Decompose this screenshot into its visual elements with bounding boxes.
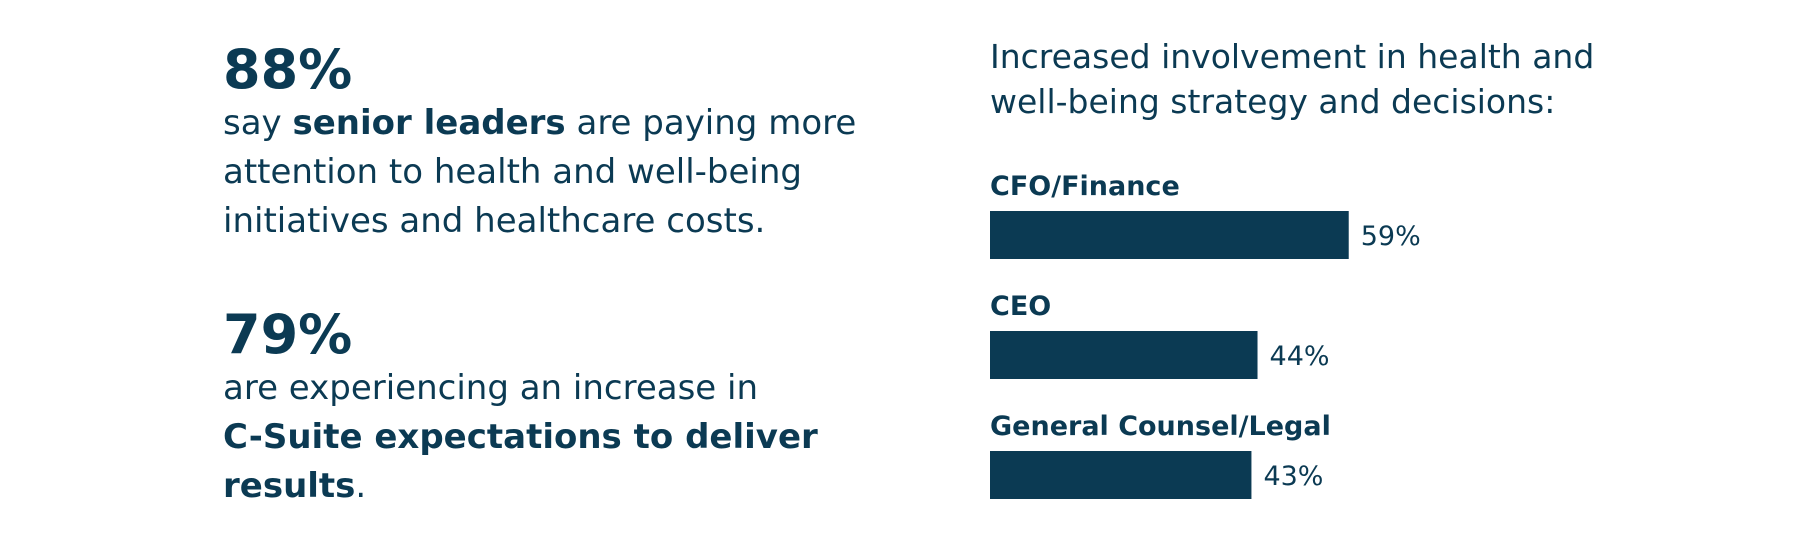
bar	[990, 451, 1252, 499]
stat-text-part: are paying more attention to health and …	[223, 102, 857, 241]
stat-c-suite-expectations: 79% are experiencing an increase in C-Su…	[223, 303, 923, 511]
stat-senior-leaders: 88% say senior leaders are paying more a…	[223, 38, 923, 246]
stat-description: say senior leaders are paying more atten…	[223, 99, 923, 246]
stat-text-part: are experiencing an increase in	[223, 367, 759, 408]
bar	[990, 331, 1258, 379]
stat-text-part: say	[223, 102, 293, 143]
chart-title: Increased involvement in health and well…	[990, 37, 1595, 121]
stat-value: 88%	[223, 38, 353, 101]
stat-description: are experiencing an increase in C-Suite …	[223, 364, 923, 511]
stat-text-emphasis: C-Suite expectations to deliver results	[223, 416, 818, 506]
bar	[990, 211, 1349, 259]
value-label: 43%	[1263, 461, 1323, 492]
stat-text-part: .	[355, 465, 367, 506]
category-label: CFO/Finance	[990, 171, 1180, 202]
stat-value: 79%	[223, 303, 353, 366]
value-label: 59%	[1361, 221, 1421, 252]
stat-text-emphasis: senior leaders	[292, 102, 566, 143]
category-label: CEO	[990, 291, 1051, 322]
value-label: 44%	[1270, 341, 1330, 372]
category-label: General Counsel/Legal	[990, 411, 1331, 442]
